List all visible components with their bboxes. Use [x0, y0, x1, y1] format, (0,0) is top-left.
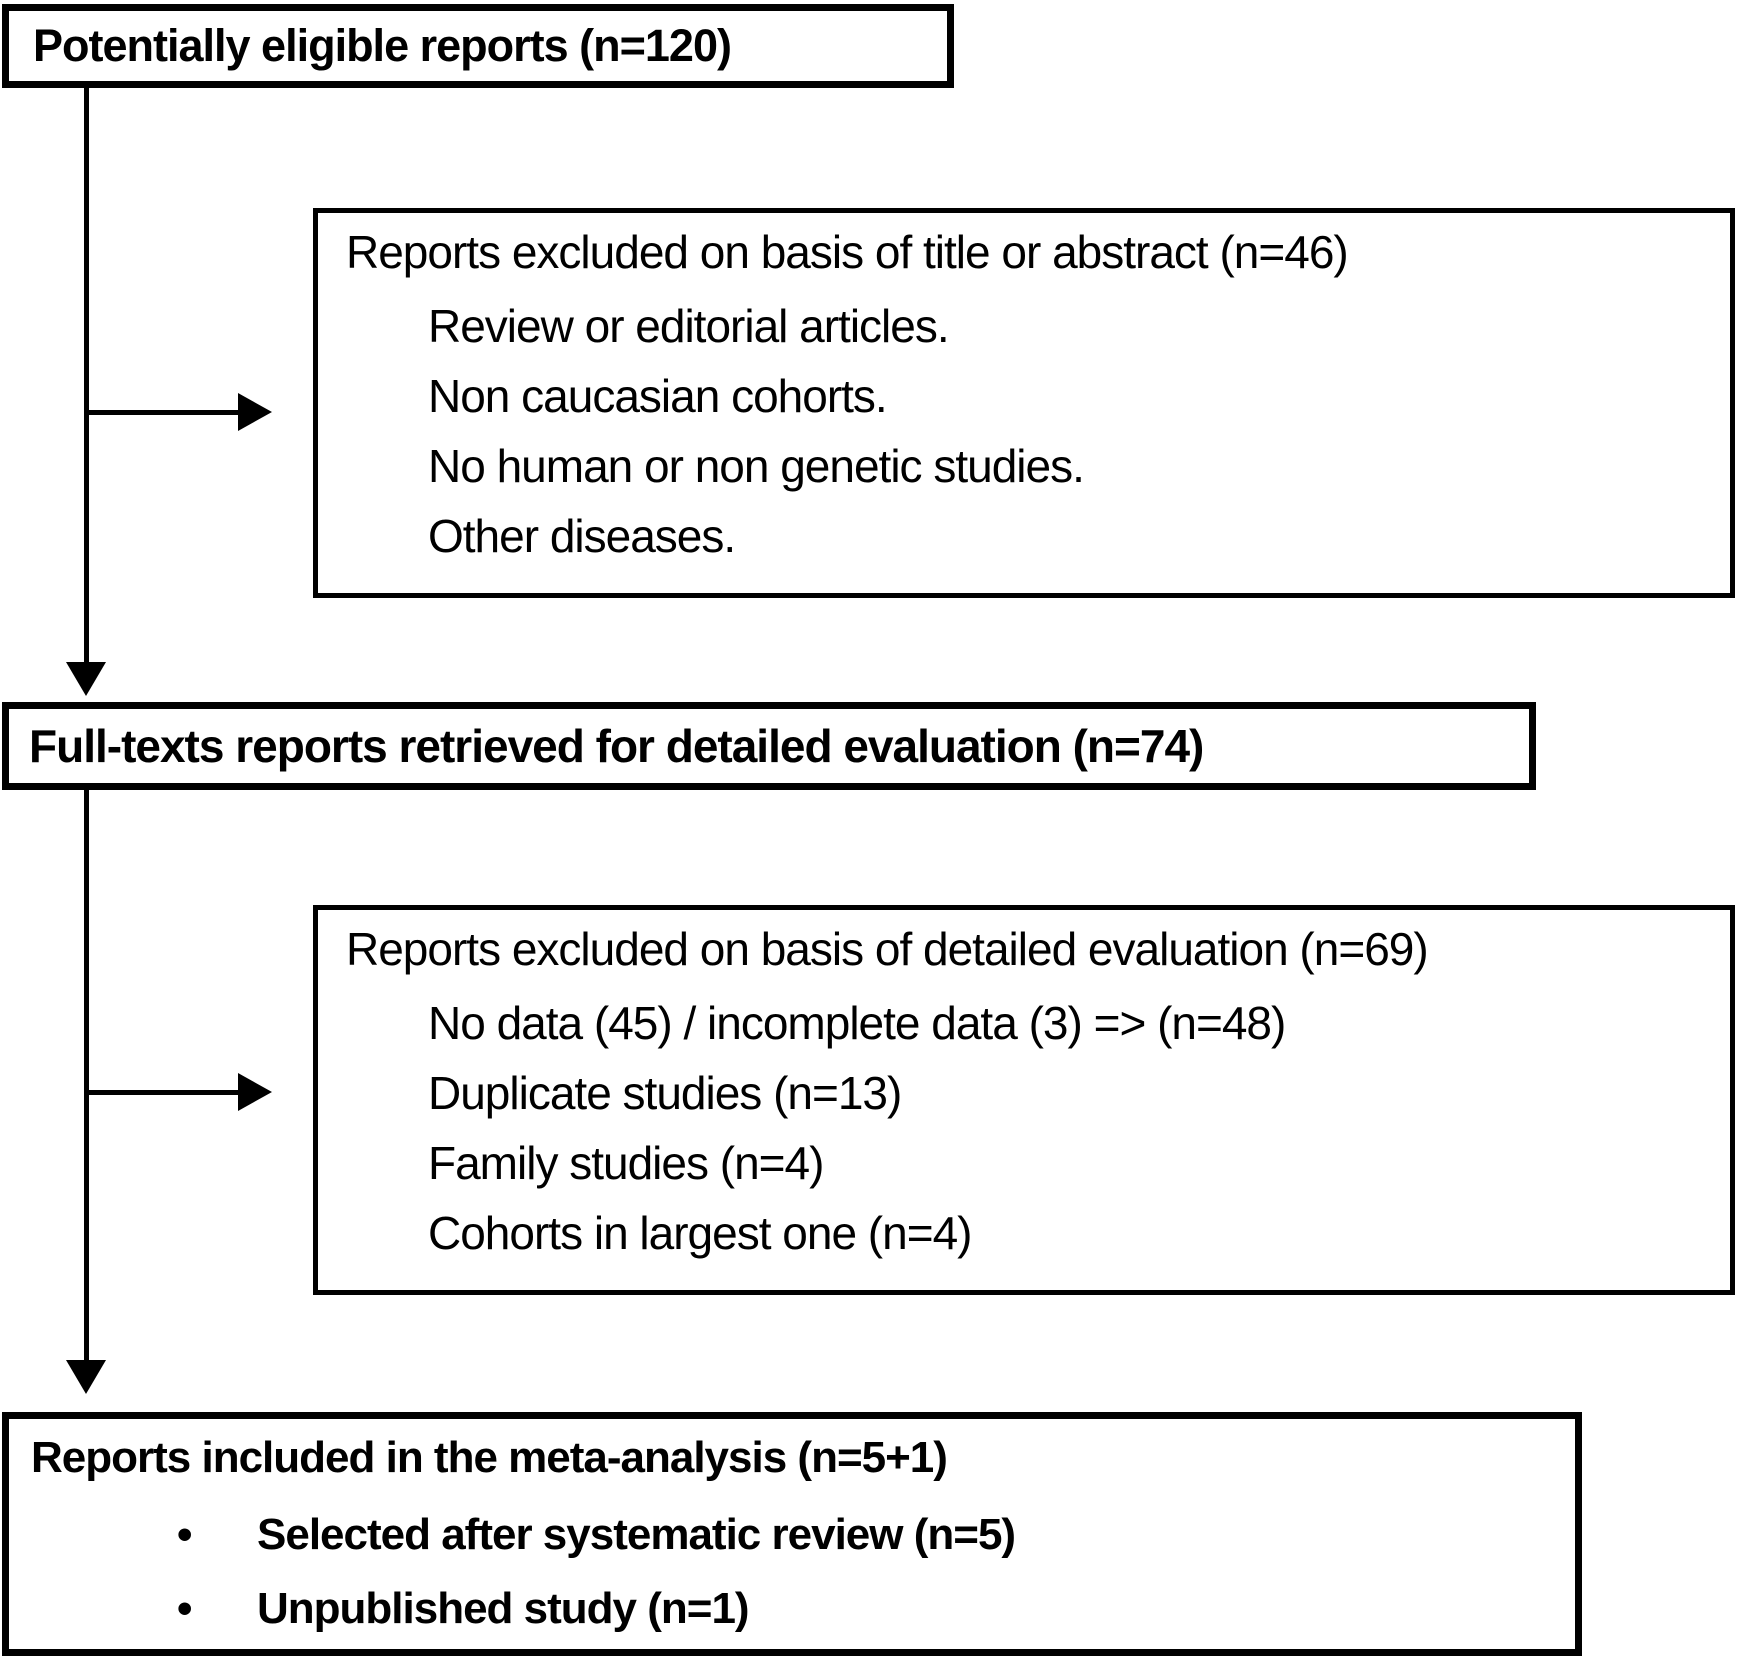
included-bullet-row: • Selected after systematic review (n=5)	[177, 1509, 1575, 1561]
exclusion-item: Other diseases.	[428, 510, 736, 562]
exclusion-box-detailed-evaluation: Reports excluded on basis of detailed ev…	[313, 905, 1735, 1295]
bullet-icon: •	[177, 1584, 192, 1633]
branch-arrow-line-1	[86, 410, 238, 415]
fulltext-reports-label: Full-texts reports retrieved for detaile…	[29, 720, 1204, 772]
exclusion-title: Reports excluded on basis of title or ab…	[346, 226, 1349, 278]
right-arrowhead-icon-1	[238, 393, 272, 431]
eligible-reports-label: Potentially eligible reports (n=120)	[33, 20, 732, 71]
flow-box-eligible-reports: Potentially eligible reports (n=120)	[2, 4, 954, 88]
exclusion-item: Cohorts in largest one (n=4)	[428, 1207, 972, 1259]
exclusion-item: Duplicate studies (n=13)	[428, 1067, 902, 1119]
included-bullet-text: Unpublished study (n=1)	[257, 1584, 750, 1633]
exclusion-title: Reports excluded on basis of detailed ev…	[346, 923, 1429, 975]
bullet-icon: •	[177, 1510, 192, 1559]
flow-box-included-reports: Reports included in the meta-analysis (n…	[2, 1412, 1582, 1656]
down-arrow-line-2	[84, 788, 89, 1362]
down-arrow-line-1	[84, 86, 89, 664]
exclusion-item: No human or non genetic studies.	[428, 440, 1085, 492]
exclusion-item: Non caucasian cohorts.	[428, 370, 888, 422]
exclusion-item: Review or editorial articles.	[428, 300, 950, 352]
included-bullet-text: Selected after systematic review (n=5)	[257, 1510, 1016, 1559]
exclusion-item: No data (45) / incomplete data (3) => (n…	[428, 997, 1286, 1049]
flow-box-fulltext-reports: Full-texts reports retrieved for detaile…	[2, 702, 1536, 790]
included-reports-label: Reports included in the meta-analysis (n…	[31, 1433, 948, 1482]
down-arrowhead-icon-1	[66, 662, 106, 696]
down-arrowhead-icon-2	[66, 1360, 106, 1394]
right-arrowhead-icon-2	[238, 1073, 272, 1111]
exclusion-item: Family studies (n=4)	[428, 1137, 824, 1189]
branch-arrow-line-2	[86, 1090, 238, 1095]
included-bullet-row: • Unpublished study (n=1)	[177, 1583, 1575, 1635]
exclusion-box-title-abstract: Reports excluded on basis of title or ab…	[313, 208, 1735, 598]
